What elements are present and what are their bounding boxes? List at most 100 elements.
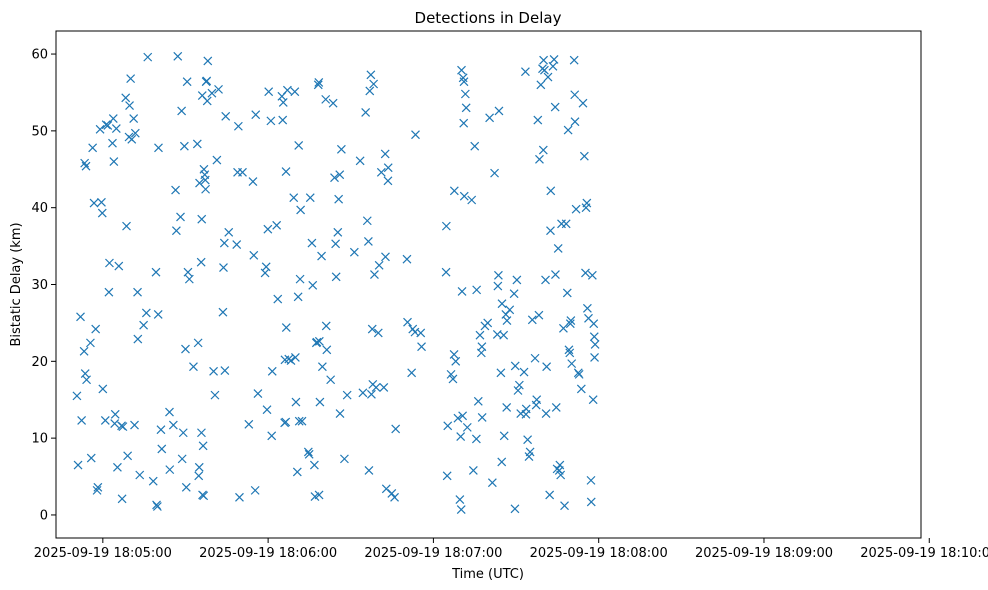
data-point [578,98,588,108]
data-point [219,263,228,273]
data-point [179,141,189,151]
data-point [459,191,469,201]
data-point [80,158,90,168]
data-point [364,465,374,475]
x-axis: 2025-09-19 18:05:00 2025-09-19 18:06:00 20… [34,538,988,561]
data-point [183,267,193,277]
data-point [296,205,306,215]
data-point [571,204,581,214]
y-tick-label: 10 [31,432,48,447]
data-point [209,366,218,376]
data-point [340,454,349,464]
data-point [210,390,220,400]
data-point [203,56,213,66]
data-point [290,87,300,97]
data-point [86,453,96,463]
data-point [181,482,191,492]
data-point [165,465,175,475]
data-point [267,366,277,376]
data-point [250,485,260,495]
data-point [192,139,202,149]
data-point [561,219,571,229]
data-point [494,106,504,116]
data-point [527,315,537,325]
data-point [361,108,371,117]
data-point [468,465,478,475]
data-point [512,275,522,285]
data-point [370,270,379,279]
data-point [505,305,515,315]
data-point [363,237,373,246]
data-point [202,76,212,86]
data-point [587,270,597,280]
data-point [322,345,332,355]
data-point [171,185,180,195]
data-point [530,353,540,363]
data-point [100,416,110,425]
data-point [460,89,470,99]
data-point [366,389,376,399]
data-point [586,497,596,507]
data-point [148,476,158,486]
data-point [101,120,111,130]
data-point [309,460,319,470]
data-point [551,402,561,412]
data-point [321,94,331,104]
data-point [130,420,139,430]
data-point [281,417,291,427]
data-point [305,193,315,203]
data-point [189,362,198,372]
data-point [560,501,569,511]
y-tick-label: 40 [31,201,48,216]
data-point [456,505,466,515]
data-point [86,338,95,348]
data-point [76,312,85,322]
data-point [82,375,92,385]
x-tick-label: 2025-09-19 18:06:00 [199,546,337,561]
data-point [154,143,163,153]
data-point [105,258,114,268]
data-point [201,184,211,194]
data-point [533,115,543,125]
data-point [286,356,296,365]
data-point [153,310,163,319]
data-point [181,344,190,354]
data-point [589,319,599,329]
data-point [456,432,466,442]
data-point [315,397,325,407]
data-point [525,447,535,457]
y-tick-label: 0 [40,508,48,523]
data-point [77,416,87,425]
data-point [509,289,519,299]
data-point [297,416,307,426]
data-point [546,186,556,196]
data-point [402,254,412,264]
data-point [502,402,512,412]
data-point [582,303,592,313]
data-point [485,113,495,123]
data-point [289,193,299,203]
data-point [565,319,575,329]
data-point [449,349,459,359]
data-point [244,419,254,429]
data-point [293,292,303,302]
data-point [367,324,377,334]
data-point [483,318,493,328]
data-point [220,366,230,375]
data-point [449,186,459,196]
data-point [126,74,136,84]
data-point [365,86,375,96]
data-point [111,124,121,133]
data-point [133,334,143,344]
data-point [459,77,469,87]
data-point [570,117,580,127]
data-point [536,80,546,90]
data-point [510,504,520,514]
data-point [539,65,549,75]
data-point [278,98,288,107]
data-point [342,390,352,400]
data-point [553,243,563,253]
data-point [331,239,341,249]
data-point [212,155,222,165]
data-point [570,90,580,100]
